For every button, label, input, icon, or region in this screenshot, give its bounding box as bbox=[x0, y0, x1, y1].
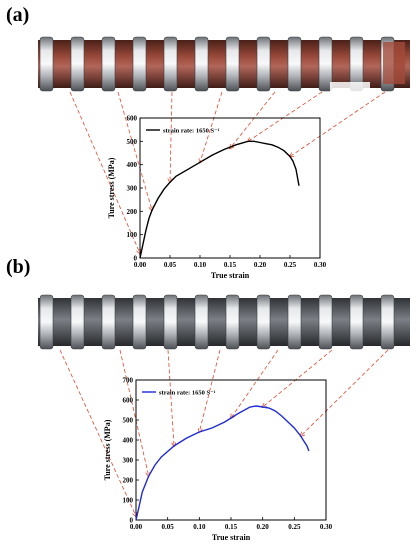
x-tick-label: 0.25 bbox=[288, 523, 301, 531]
specimen-photo-a bbox=[38, 36, 410, 92]
x-tick-label: 0.15 bbox=[224, 261, 237, 269]
specimen-ring bbox=[225, 36, 240, 92]
arrows-a bbox=[69, 91, 386, 253]
annotation-arrow bbox=[119, 349, 149, 476]
legend-label: strain rate: 1650 S⁻¹ bbox=[163, 128, 220, 135]
specimen-ring bbox=[70, 294, 85, 350]
annotation-arrow bbox=[199, 349, 221, 432]
specimen-ring bbox=[194, 294, 209, 350]
x-tick-label: 0.30 bbox=[320, 523, 333, 531]
specimen-ring bbox=[380, 294, 395, 350]
annotation-arrow bbox=[263, 349, 333, 407]
specimen-ring bbox=[39, 294, 54, 350]
x-tick-label: 0.20 bbox=[254, 261, 267, 269]
series-line bbox=[139, 140, 300, 259]
stress-strain-chart-a: 0.00 0.05 0.10 0.15 0.20 0.25 0.30 0 100 200 300 40… bbox=[107, 115, 327, 281]
specimen-ring bbox=[101, 294, 116, 350]
specimen-ring bbox=[287, 36, 302, 92]
rust-patch bbox=[383, 42, 405, 84]
annotation-arrow bbox=[230, 91, 276, 148]
y-tick-label: 400 bbox=[127, 161, 138, 169]
y-tick-label: 0 bbox=[130, 517, 134, 525]
specimen-ring bbox=[39, 36, 54, 92]
y-tick-label: 500 bbox=[127, 138, 138, 146]
x-tick-label: 0.30 bbox=[314, 261, 327, 269]
y-tick-label: 300 bbox=[127, 185, 138, 193]
arrows-b bbox=[59, 349, 389, 516]
annotation-arrow bbox=[301, 349, 389, 436]
x-tick-label: 0.20 bbox=[257, 523, 270, 531]
annotation-arrow bbox=[231, 349, 279, 418]
plot-frame bbox=[139, 117, 321, 259]
specimen-ring bbox=[287, 294, 302, 350]
panel-a-label: (a) bbox=[6, 4, 30, 26]
series-line bbox=[135, 405, 310, 521]
x-axis-title: True strain bbox=[212, 533, 251, 542]
specimen-ring bbox=[225, 294, 240, 350]
y-tick-label: 200 bbox=[127, 208, 138, 216]
specimen-ring bbox=[70, 36, 85, 92]
y-tick-label: 400 bbox=[123, 437, 134, 445]
x-axis-title: True strain bbox=[211, 271, 250, 280]
y-axis-title: Ture stress (MPa) bbox=[107, 157, 116, 218]
stress-strain-chart-b: 0.00 0.05 0.10 0.15 0.20 0.25 0.30 0 100 200 300 40… bbox=[103, 377, 333, 543]
specimen-ring bbox=[256, 294, 271, 350]
specimen-ring bbox=[132, 294, 147, 350]
specimen-ring bbox=[101, 36, 116, 92]
x-tick-label: 0.10 bbox=[194, 261, 207, 269]
x-tick-label: 0.10 bbox=[193, 523, 206, 531]
annotation-arrow bbox=[59, 349, 136, 516]
x-tick-label: 0.15 bbox=[225, 523, 238, 531]
y-tick-label: 700 bbox=[123, 377, 134, 385]
annotation-arrow bbox=[170, 91, 172, 182]
annotation-arrow bbox=[248, 91, 323, 141]
y-tick-label: 0 bbox=[134, 255, 138, 263]
y-tick-label: 600 bbox=[123, 397, 134, 405]
specimen-ring bbox=[194, 36, 209, 92]
specimen-ring bbox=[318, 294, 333, 350]
y-tick-label: 200 bbox=[123, 477, 134, 485]
specimen-ring bbox=[256, 36, 271, 92]
specimen-ring bbox=[349, 294, 364, 350]
x-tick-label: 0.05 bbox=[162, 523, 175, 531]
annotation-arrow bbox=[290, 91, 386, 157]
annotation-arrow bbox=[117, 91, 152, 210]
x-tick-label: 0.00 bbox=[134, 261, 147, 269]
plot-frame bbox=[135, 379, 327, 521]
fracture-patch bbox=[330, 82, 370, 92]
specimen-ring bbox=[318, 36, 333, 92]
annotation-arrow bbox=[167, 349, 174, 446]
annotation-arrow bbox=[200, 91, 223, 162]
legend-label: strain rate: 1650 S⁻¹ bbox=[159, 390, 216, 397]
y-tick-label: 500 bbox=[123, 417, 134, 425]
specimen-ring bbox=[132, 36, 147, 92]
x-tick-label: 0.05 bbox=[164, 261, 177, 269]
specimen-ring bbox=[163, 36, 178, 92]
y-axis-title: Ture stress (MPa) bbox=[103, 419, 112, 480]
annotation-arrow bbox=[69, 91, 140, 253]
specimen-bar bbox=[38, 298, 410, 346]
specimen-bar bbox=[38, 40, 410, 88]
y-tick-label: 100 bbox=[123, 497, 134, 505]
panel-b-label: (b) bbox=[6, 256, 31, 278]
y-tick-label: 600 bbox=[127, 115, 138, 123]
y-tick-label: 100 bbox=[127, 231, 138, 239]
specimen-ring bbox=[163, 294, 178, 350]
x-tick-label: 0.25 bbox=[284, 261, 297, 269]
y-tick-label: 300 bbox=[123, 457, 134, 465]
x-tick-label: 0.00 bbox=[130, 523, 143, 531]
specimen-photo-b bbox=[38, 294, 410, 350]
